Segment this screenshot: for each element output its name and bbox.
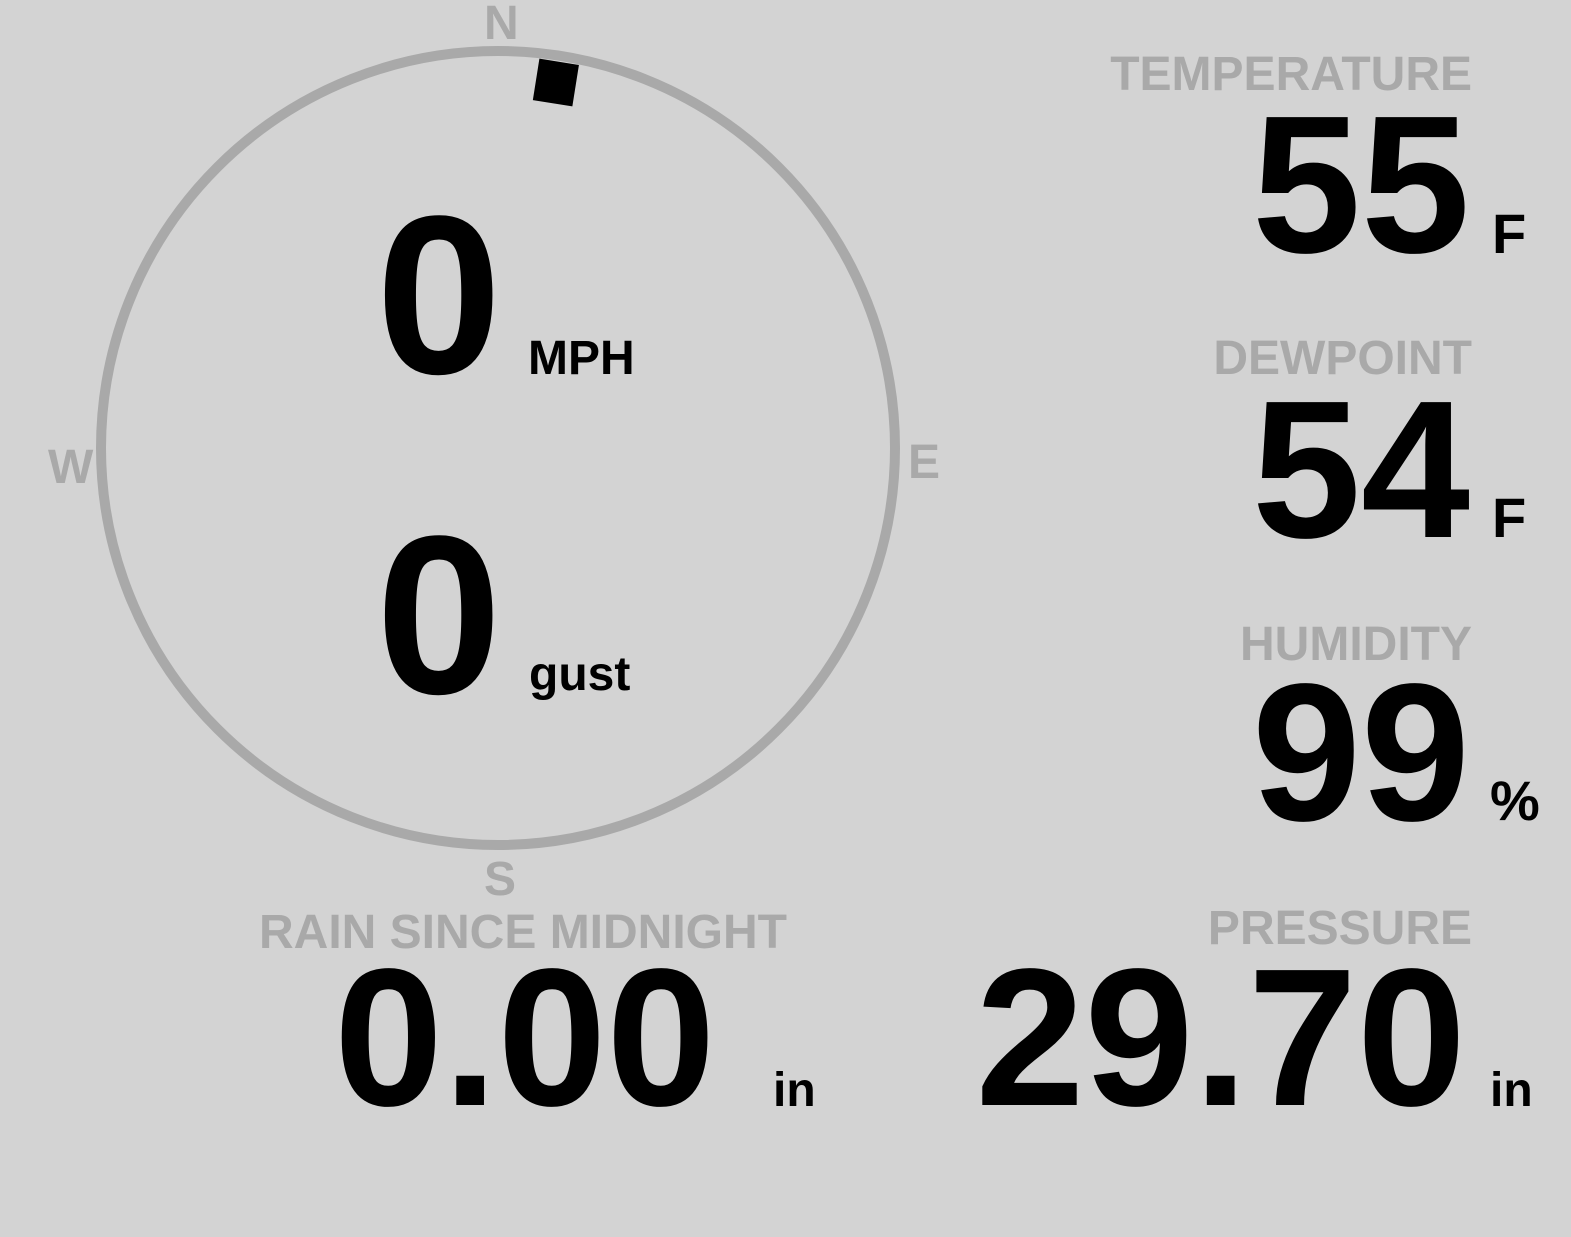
dewpoint-label: DEWPOINT: [1213, 332, 1472, 385]
wind-direction-marker: [532, 58, 579, 107]
pressure-label: PRESSURE: [1207, 902, 1472, 955]
temperature-value: 55: [1251, 75, 1470, 294]
humidity-label: HUMIDITY: [1240, 618, 1472, 671]
wind-gust-unit: gust: [529, 648, 631, 701]
compass-north-label: N: [484, 0, 519, 50]
compass-west-label: W: [48, 441, 94, 494]
dewpoint-value: 54: [1251, 360, 1470, 579]
humidity-unit: %: [1490, 769, 1540, 832]
pressure-value: 29.70: [975, 928, 1466, 1147]
wind-speed-unit: MPH: [528, 332, 635, 385]
compass-east-label: E: [908, 436, 941, 489]
compass-ring: [96, 46, 900, 850]
pressure-unit: in: [1490, 1064, 1533, 1117]
temperature-label: TEMPERATURE: [1110, 48, 1472, 101]
dewpoint-unit: F: [1492, 486, 1527, 549]
rain-label: RAIN SINCE MIDNIGHT: [259, 906, 787, 959]
compass-south-label: S: [484, 853, 517, 906]
wind-speed-value: 0: [376, 168, 502, 421]
rain-value: 0.00: [334, 928, 716, 1147]
rain-unit: in: [773, 1064, 816, 1117]
humidity-value: 99: [1251, 643, 1470, 862]
wind-gust-value: 0: [376, 488, 502, 741]
temperature-unit: F: [1492, 202, 1527, 265]
